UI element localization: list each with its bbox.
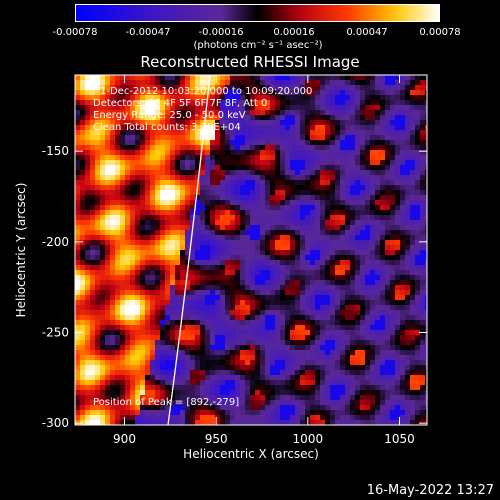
- annotation-energy: Energy Range: 25.0 - 50.0 keV: [93, 110, 246, 121]
- plot-frame: [74, 74, 428, 426]
- annotation-peak: Position of Peak = [892,-279]: [93, 397, 240, 408]
- x-tick-label: 1000: [293, 432, 324, 446]
- colorbar-tick: -0.00078: [52, 27, 98, 38]
- y-tick-label: -300: [42, 416, 69, 430]
- colorbar-tick: 0.00078: [419, 27, 461, 38]
- colorbar-tick: 0.00016: [273, 27, 315, 38]
- plot-title: Reconstructed RHESSI Image: [140, 53, 360, 71]
- y-axis: -150 -200 -250 -300: [42, 144, 427, 430]
- annotation-time: 1-Dec-2012 10:03:20.000 to 10:09:20.000: [100, 86, 313, 97]
- x-tick-label: 1050: [384, 432, 415, 446]
- y-tick-label: -250: [42, 326, 69, 340]
- x-tick-label: 900: [113, 432, 136, 446]
- colorbar: [75, 4, 440, 22]
- annotation-clean: Clean Total counts: 3.20E+04: [93, 122, 241, 133]
- x-tick-label: 950: [205, 432, 228, 446]
- x-axis-label: Heliocentric X (arcsec): [183, 447, 319, 461]
- colorbar-tick: -0.00016: [198, 27, 244, 38]
- colorbar-tick: -0.00047: [125, 27, 171, 38]
- annotation-detectors: Detectors: 3F 4F 5F 6F 7F 8F, Att 0: [93, 98, 268, 109]
- y-tick-label: -200: [42, 235, 69, 249]
- x-axis: 900 950 1000 1050: [113, 75, 415, 446]
- solar-limb-line: [167, 75, 211, 425]
- y-tick-label: -150: [42, 144, 69, 158]
- timestamp: 16-May-2022 13:27: [366, 483, 494, 498]
- heatmap-image: [75, 75, 427, 425]
- y-axis-label: Heliocentric Y (arcsec): [14, 183, 28, 318]
- colorbar-units: (photons cm⁻² s⁻¹ asec⁻²): [193, 40, 323, 51]
- colorbar-tick: 0.00047: [346, 27, 388, 38]
